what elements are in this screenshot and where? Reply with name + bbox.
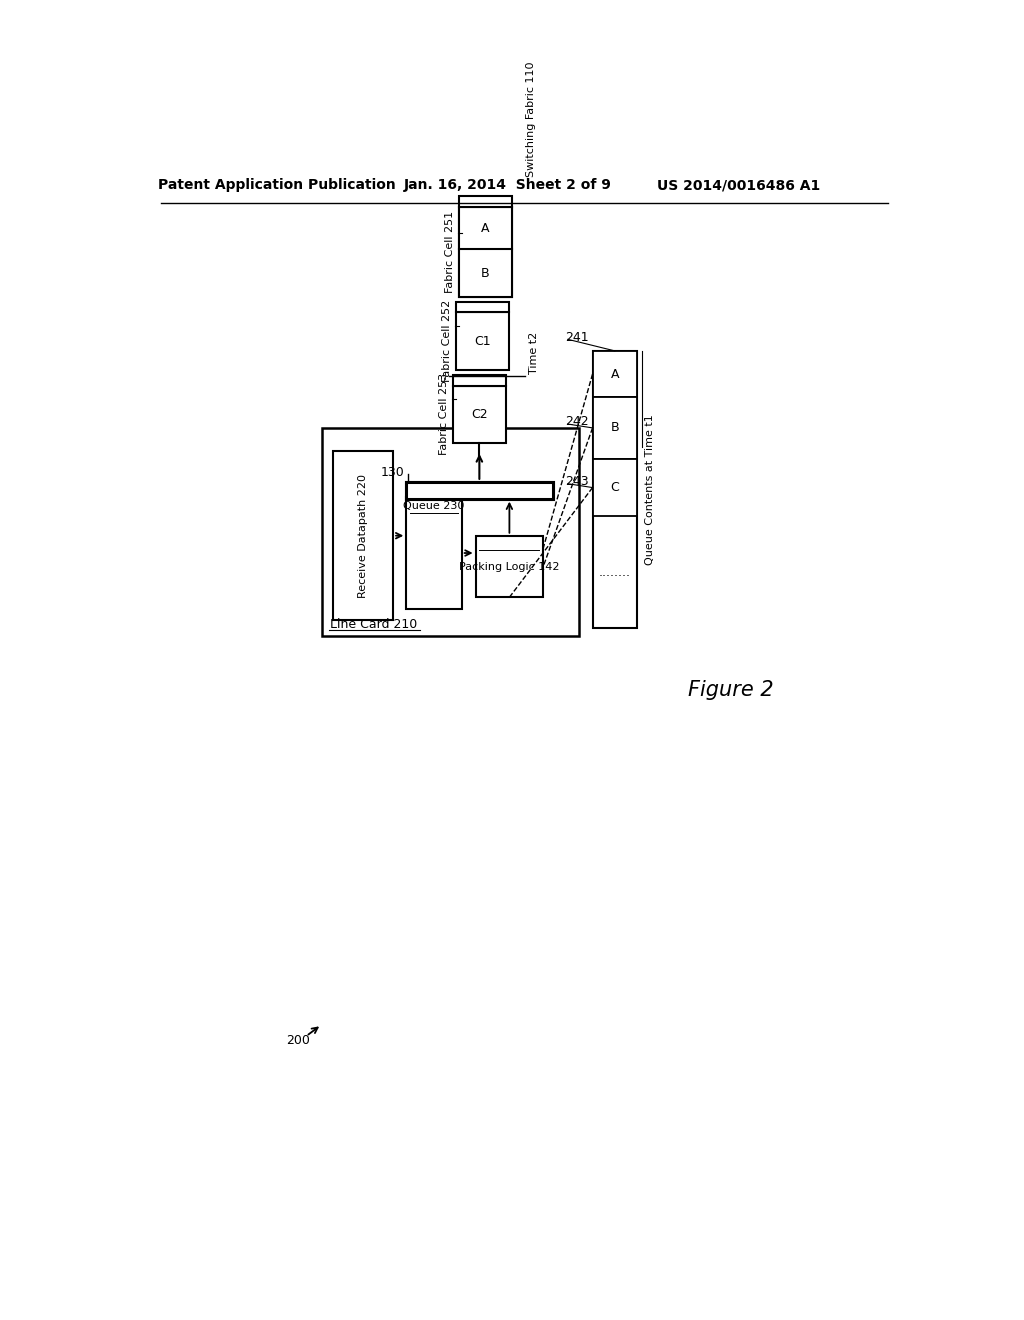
Text: Patent Application Publication: Patent Application Publication	[158, 178, 395, 193]
Bar	[460, 207, 512, 249]
Text: 241: 241	[565, 330, 589, 343]
Text: Fabric Cell 253: Fabric Cell 253	[438, 374, 449, 455]
Bar	[593, 459, 637, 516]
Bar	[322, 428, 580, 636]
Text: Queue 230: Queue 230	[403, 502, 465, 511]
Text: Fabric Cell 252: Fabric Cell 252	[441, 300, 452, 383]
Bar	[460, 197, 512, 207]
Text: Time t2: Time t2	[528, 333, 539, 375]
Text: Switching Fabric 110: Switching Fabric 110	[525, 62, 536, 177]
Bar	[475, 536, 544, 598]
Text: Line Card 210: Line Card 210	[331, 618, 418, 631]
Text: Packing Logic 142: Packing Logic 142	[459, 561, 560, 572]
Bar	[452, 84, 519, 154]
Text: 243: 243	[565, 475, 589, 488]
Text: Receive Datapath 220: Receive Datapath 220	[358, 474, 368, 598]
Text: US 2014/0016486 A1: US 2014/0016486 A1	[657, 178, 820, 193]
Bar	[407, 498, 462, 609]
Text: B: B	[481, 267, 489, 280]
Text: A: A	[481, 222, 489, 235]
Text: A: A	[610, 367, 620, 380]
Text: C2: C2	[471, 408, 487, 421]
Bar	[454, 385, 506, 444]
Text: C1: C1	[474, 335, 490, 347]
Bar	[333, 451, 393, 620]
Bar	[457, 302, 509, 313]
Text: C: C	[610, 480, 620, 494]
Bar	[460, 249, 512, 297]
Bar	[593, 351, 637, 628]
Bar	[460, 207, 512, 297]
Text: Queue Contents at Time t1: Queue Contents at Time t1	[645, 414, 655, 565]
Text: Fabric Cell 251: Fabric Cell 251	[444, 211, 455, 293]
Text: 242: 242	[565, 416, 589, 428]
Text: ........: ........	[599, 566, 631, 578]
Bar	[454, 375, 506, 385]
Text: 200: 200	[287, 1034, 310, 1047]
Text: B: B	[610, 421, 620, 434]
Bar	[457, 313, 509, 370]
Text: Figure 2: Figure 2	[688, 680, 774, 700]
Bar	[593, 397, 637, 459]
Text: 130: 130	[381, 466, 404, 479]
Bar	[407, 482, 553, 499]
Text: Jan. 16, 2014  Sheet 2 of 9: Jan. 16, 2014 Sheet 2 of 9	[403, 178, 611, 193]
Bar	[593, 351, 637, 397]
Bar	[407, 482, 553, 499]
